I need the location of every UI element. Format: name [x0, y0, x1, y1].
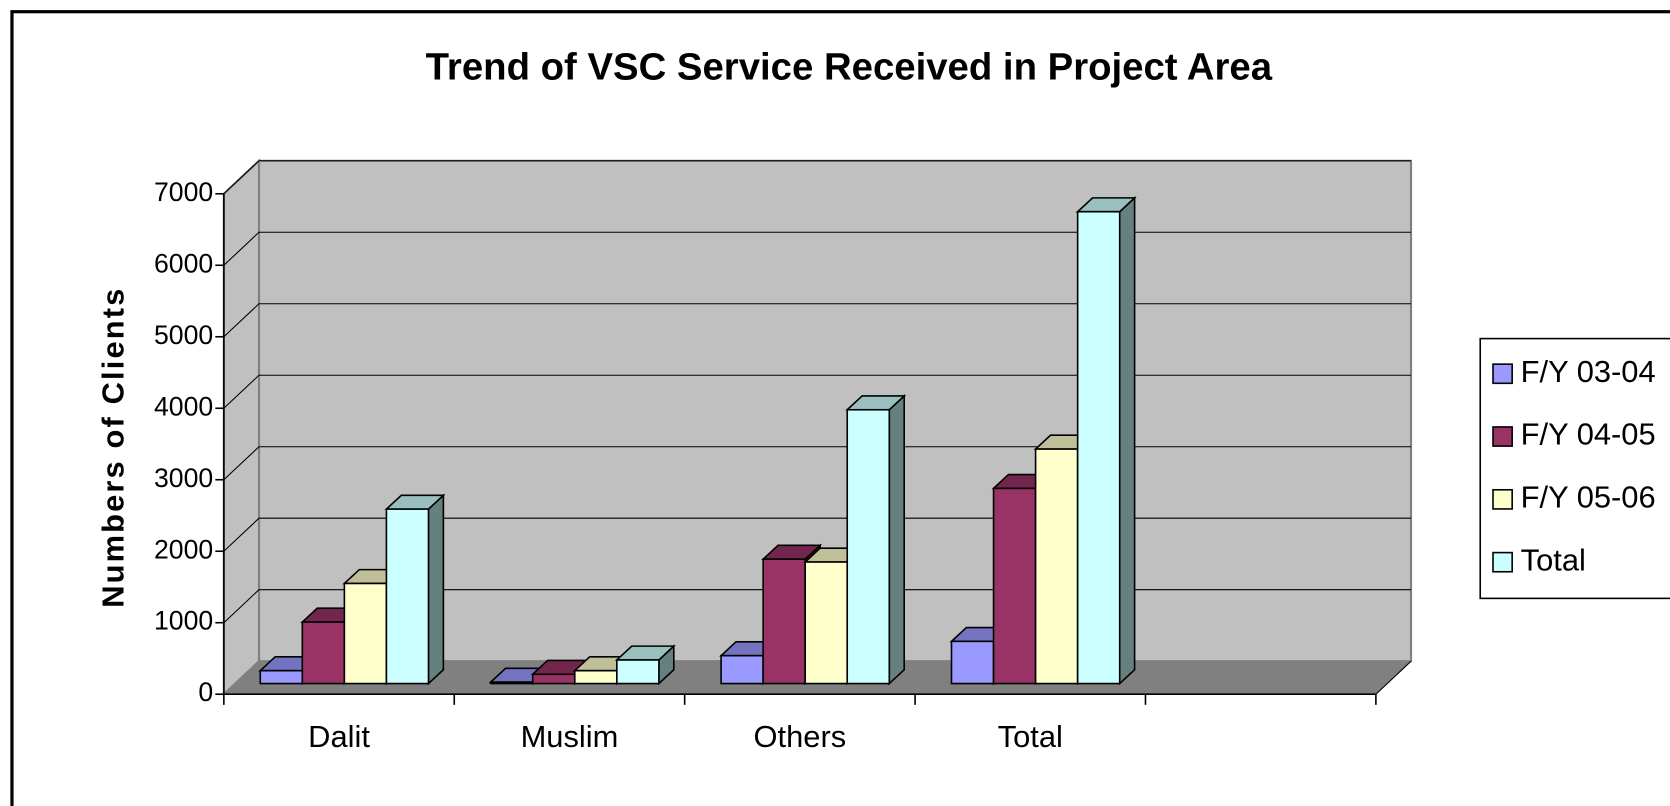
y-tick-label: 0	[198, 677, 213, 707]
bar-front	[992, 487, 1037, 685]
bar	[614, 644, 676, 686]
bar-front	[1076, 210, 1121, 685]
bar	[845, 394, 907, 686]
grid-line	[223, 231, 1412, 266]
bar-side	[427, 493, 445, 686]
bar-front	[616, 659, 660, 685]
y-tick-label: 3000	[154, 463, 213, 493]
y-tick-label: 7000	[154, 177, 213, 207]
chart-title: Trend of VSC Service Received in Project…	[426, 45, 1273, 88]
grid-line	[223, 160, 1412, 195]
bar-front	[531, 673, 576, 685]
legend-swatch	[1492, 426, 1513, 447]
x-tick-label: Muslim	[521, 719, 619, 754]
legend-label: F/Y 05-06	[1521, 480, 1656, 515]
legend-label: F/Y 04-05	[1521, 417, 1656, 452]
bar-side	[888, 394, 905, 686]
x-tick-label: Total	[998, 719, 1063, 754]
x-tick-label: Dalit	[308, 719, 370, 754]
legend-swatch	[1492, 488, 1513, 510]
bar-front	[343, 582, 388, 685]
y-axis-title: Numbers of Clients	[95, 287, 130, 608]
bar	[384, 493, 446, 686]
y-tick-label: 5000	[154, 320, 213, 350]
y-tick-label: 4000	[154, 391, 213, 421]
bar-front	[762, 558, 806, 685]
bar-front	[720, 654, 764, 685]
bar-front	[573, 669, 618, 685]
floor-edge	[1375, 660, 1412, 695]
bar-front	[259, 669, 304, 685]
bar-front	[846, 408, 891, 685]
side-wall	[222, 158, 261, 697]
grid-line	[223, 303, 1412, 338]
x-tick-label: Others	[754, 719, 847, 754]
y-tick-label: 6000	[154, 248, 213, 278]
bar-front	[950, 640, 995, 685]
bar-front	[489, 681, 534, 685]
bar	[1075, 196, 1137, 686]
legend-swatch	[1492, 551, 1513, 573]
bar-front	[804, 561, 849, 685]
grid-line	[223, 374, 1412, 409]
bar-front	[301, 621, 346, 685]
bar-front	[385, 508, 430, 685]
legend-swatch	[1492, 363, 1513, 385]
bar-front	[1034, 448, 1079, 685]
y-tick-label: 1000	[154, 606, 213, 636]
legend-label: Total	[1521, 542, 1586, 577]
grid-line	[223, 446, 1412, 481]
legend-label: F/Y 03-04	[1521, 354, 1656, 389]
y-tick-label: 2000	[154, 534, 213, 564]
bar-side	[1118, 196, 1136, 686]
